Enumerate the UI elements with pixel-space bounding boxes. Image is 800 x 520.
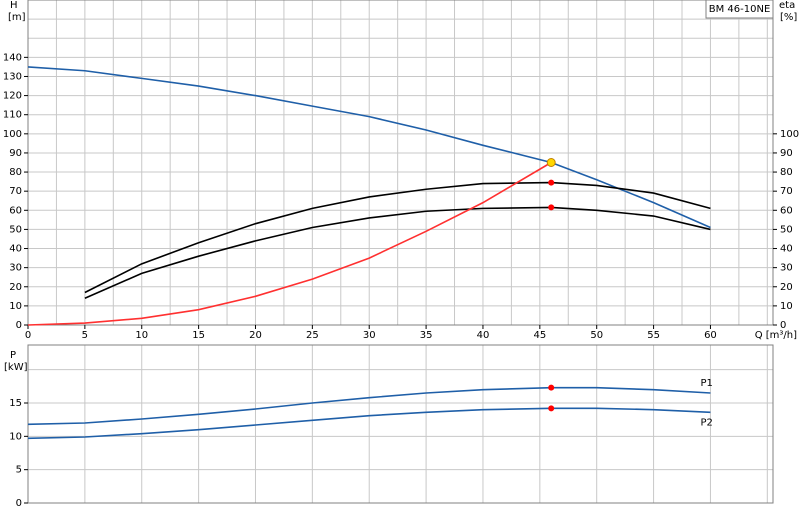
- y2-tick-label: 0: [780, 320, 786, 331]
- title-box: [705, 0, 774, 19]
- y-tick-label: 100: [3, 129, 22, 140]
- x-label: Q [m³/h]: [755, 330, 797, 341]
- y-tick-label: 70: [9, 186, 22, 197]
- y-label: H: [10, 0, 18, 11]
- curve: [84, 206, 711, 299]
- operating-point: [548, 179, 555, 186]
- y-tick-label: 10: [9, 301, 22, 312]
- y2-tick-label: 70: [780, 186, 793, 197]
- y2-tick-label: 100: [780, 129, 799, 140]
- y2-tick-label: 80: [780, 167, 793, 178]
- x-tick-label: 15: [192, 330, 205, 341]
- curve: [27, 161, 552, 326]
- y-tick-label: 80: [9, 167, 22, 178]
- y-tick-label: 130: [3, 71, 22, 82]
- operating-point: [548, 405, 555, 412]
- y2-tick-label: 50: [780, 224, 793, 235]
- operating-point: [546, 158, 556, 167]
- y2-tick-label: 30: [780, 263, 793, 274]
- x-tick-label: 45: [533, 330, 546, 341]
- chart-title: BM 46-10NE: [709, 4, 771, 15]
- y-tick-label: 0: [16, 498, 22, 509]
- y-tick-label: 30: [9, 263, 22, 274]
- y2-unit: [%]: [780, 12, 797, 23]
- y-tick-label: 10: [9, 431, 22, 442]
- x-tick-label: 35: [420, 330, 433, 341]
- curve: [84, 181, 711, 294]
- y2-tick-label: 20: [780, 282, 793, 293]
- plot-frame: [27, 0, 774, 326]
- y-tick-label: 140: [3, 52, 22, 63]
- x-tick-label: 30: [363, 330, 376, 341]
- y-tick-label: 110: [3, 110, 22, 121]
- x-tick-label: 25: [306, 330, 319, 341]
- y-tick-label: 120: [3, 91, 22, 102]
- y-tick-label: 90: [9, 148, 22, 159]
- y-tick-label: 0: [16, 320, 22, 331]
- y-tick-label: 15: [9, 398, 22, 409]
- y2-tick-label: 60: [780, 205, 793, 216]
- curve: [27, 66, 711, 229]
- y2-tick-label: 90: [780, 148, 793, 159]
- curve: [27, 386, 711, 426]
- y-tick-label: 5: [16, 465, 22, 476]
- x-tick-label: 5: [82, 330, 88, 341]
- y-tick-label: 60: [9, 205, 22, 216]
- x-tick-label: 60: [704, 330, 717, 341]
- curve: [27, 407, 711, 440]
- series-label: P1: [700, 378, 712, 389]
- operating-point: [548, 204, 555, 211]
- series-label: P2: [700, 417, 712, 428]
- y-tick-label: 50: [9, 224, 22, 235]
- x-tick-label: 40: [477, 330, 490, 341]
- y-tick-label: 20: [9, 282, 22, 293]
- x-tick-label: 0: [25, 330, 31, 341]
- y2-tick-label: 40: [780, 244, 793, 255]
- x-tick-label: 50: [590, 330, 603, 341]
- operating-point: [548, 384, 555, 391]
- y2-label: eta: [779, 0, 795, 11]
- x-tick-label: 20: [249, 330, 262, 341]
- x-tick-label: 10: [135, 330, 148, 341]
- y-unit: [m]: [8, 12, 26, 23]
- y-unit: [kW]: [4, 362, 28, 373]
- x-tick-label: 55: [647, 330, 660, 341]
- y2-tick-label: 10: [780, 301, 793, 312]
- y-label: P: [10, 350, 16, 361]
- y-tick-label: 40: [9, 244, 22, 255]
